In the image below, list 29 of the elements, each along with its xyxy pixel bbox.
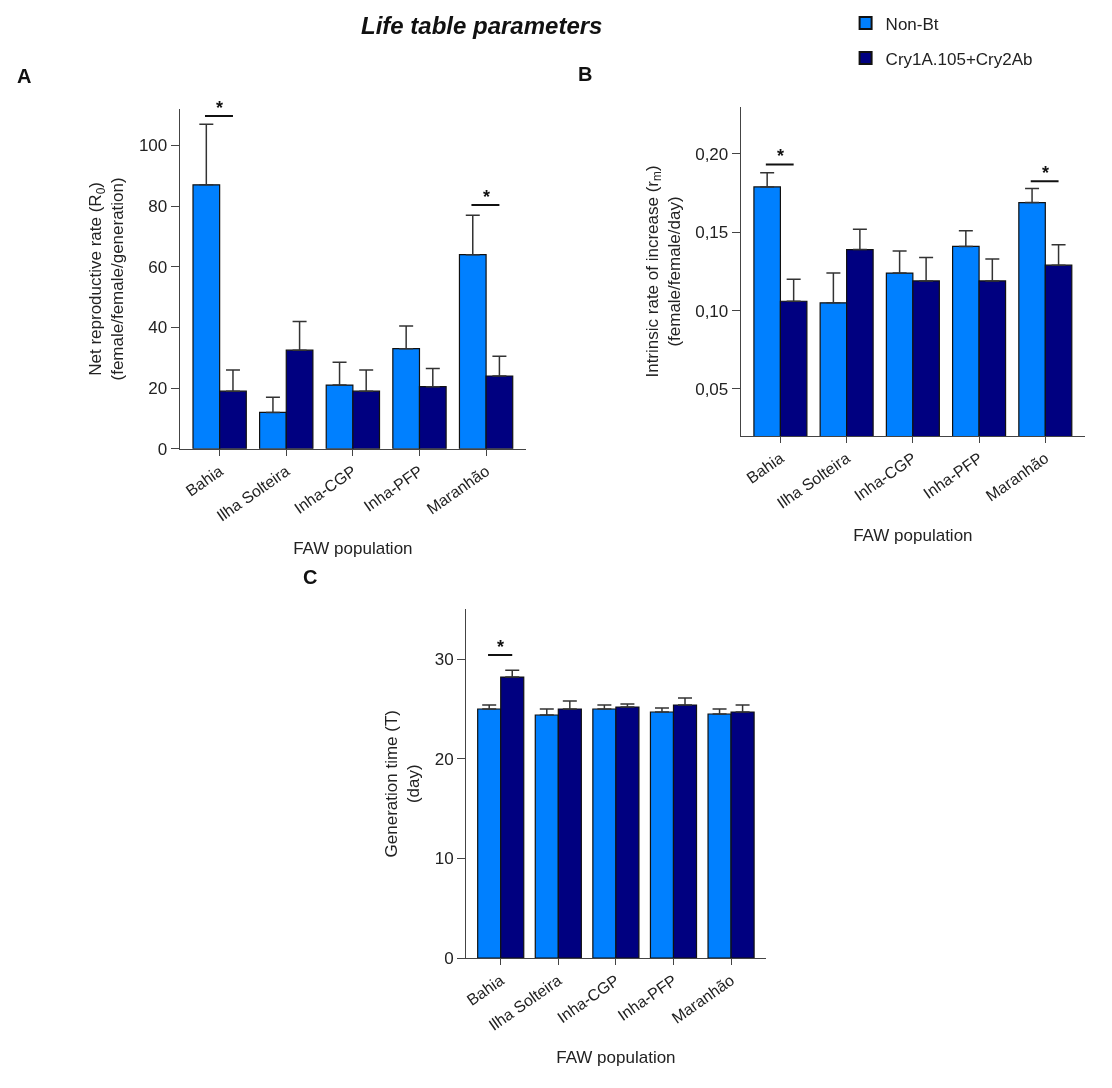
annotation: * <box>483 187 491 207</box>
y-tick-label: 30 <box>434 650 454 670</box>
y-tick-label: 0,10 <box>695 301 729 321</box>
y-tick-label: 0,20 <box>695 144 729 164</box>
y-tick-label: 40 <box>148 318 168 338</box>
y-tick-label: 20 <box>434 749 454 769</box>
text: B <box>578 63 593 85</box>
legend-label: Non-Bt <box>885 14 939 34</box>
x-axis-title: FAW population <box>853 526 973 546</box>
y-tick-label: 0 <box>444 949 454 969</box>
annotation: * <box>1042 163 1050 183</box>
y-tick-label: 0,15 <box>695 223 729 243</box>
y-tick-label: 0,05 <box>695 379 729 399</box>
y-tick-label: 20 <box>148 379 168 399</box>
legend-label: Cry1A.105+Cry2Ab <box>885 49 1033 69</box>
text: A <box>17 65 32 87</box>
y-tick-label: 10 <box>434 849 454 869</box>
annotation: * <box>777 146 785 166</box>
x-axis-title: FAW population <box>556 1048 676 1068</box>
annotation: * <box>216 98 224 118</box>
y-tick-label: 100 <box>138 136 168 156</box>
y-tick-label: 0 <box>157 439 168 459</box>
x-axis-title: FAW population <box>293 538 413 558</box>
text: C <box>303 566 318 588</box>
y-axis-title: Generation time (T) (day) <box>382 710 424 858</box>
y-tick-label: 60 <box>148 257 168 277</box>
annotation: * <box>497 637 505 657</box>
chart-title: Life table parameters <box>361 12 603 39</box>
y-tick-label: 80 <box>148 197 168 217</box>
